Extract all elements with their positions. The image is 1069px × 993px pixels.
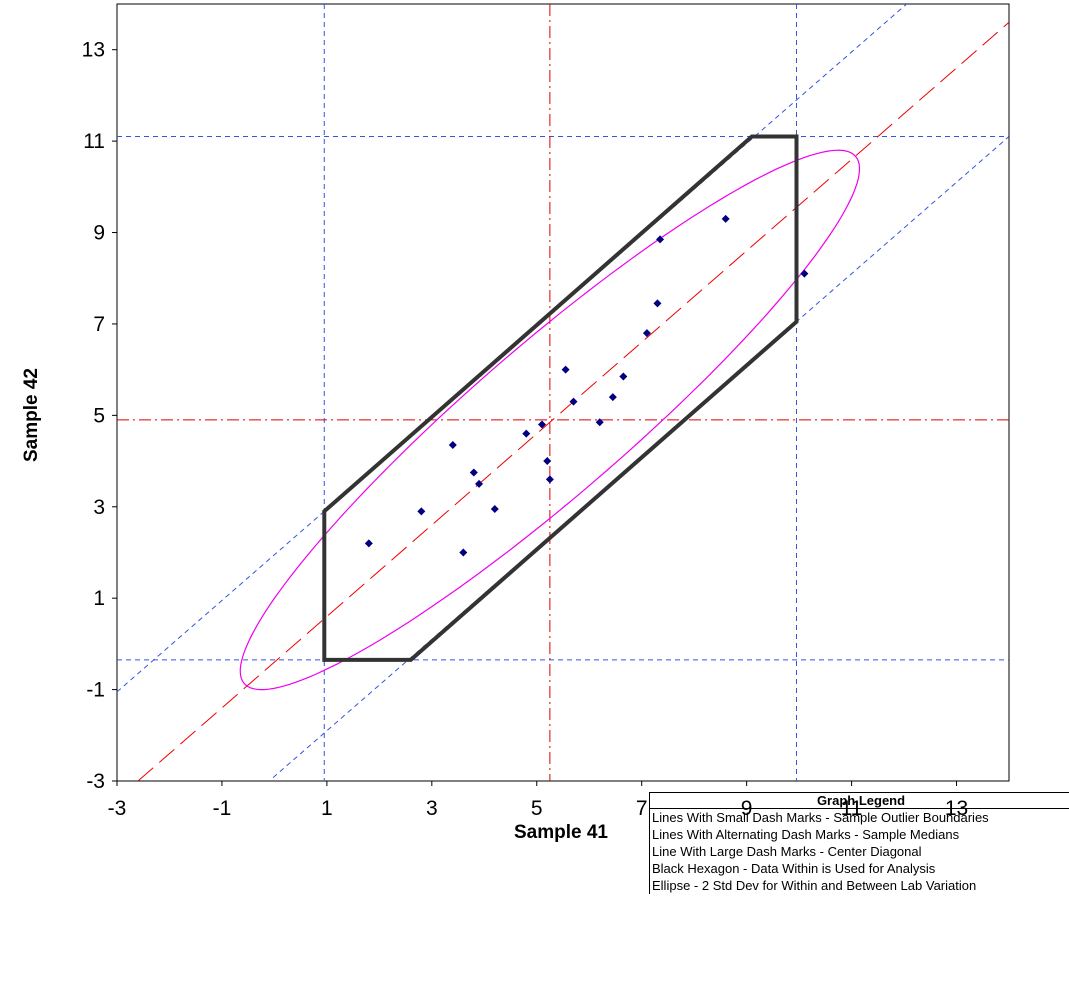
y-tick-label: 11 <box>83 130 105 153</box>
legend-title: Graph Legend <box>650 792 1069 809</box>
x-axis-title: Sample 41 <box>514 822 608 843</box>
data-point <box>538 420 547 429</box>
data-point <box>522 429 531 438</box>
data-point <box>642 329 651 338</box>
y-tick-label: -3 <box>86 770 105 793</box>
y-tick-label: -1 <box>86 679 105 702</box>
data-point <box>475 479 484 488</box>
legend-item: Ellipse - 2 Std Dev for Within and Betwe… <box>652 878 977 893</box>
y-tick-label: 7 <box>93 313 105 336</box>
y-tick-label: 5 <box>93 404 105 427</box>
x-tick-label: -3 <box>108 797 127 820</box>
analysis-hexagon <box>322 134 799 662</box>
data-point <box>543 457 552 466</box>
y-axis-title: Sample 42 <box>21 368 42 462</box>
data-point <box>459 548 468 557</box>
legend-item: Lines With Alternating Dash Marks - Samp… <box>652 827 960 842</box>
data-point <box>608 393 617 402</box>
legend-item: Lines With Small Dash Marks - Sample Out… <box>652 810 989 825</box>
data-point <box>800 269 809 278</box>
data-point <box>448 441 457 450</box>
y-tick-label: 13 <box>82 39 105 62</box>
x-tick-label: 3 <box>426 797 438 820</box>
data-point <box>364 539 373 548</box>
y-tick-label: 1 <box>93 587 105 610</box>
data-point <box>490 505 499 514</box>
data-point <box>561 365 570 374</box>
legend-item: Black Hexagon - Data Within is Used for … <box>652 861 936 876</box>
data-point <box>469 468 478 477</box>
data-point <box>569 397 578 406</box>
data-point <box>619 372 628 381</box>
outlier-boundary-diagonal-line <box>117 4 908 693</box>
data-point <box>653 299 662 308</box>
data-point <box>656 235 665 244</box>
plot-area <box>116 3 1010 782</box>
y-tick-label: 3 <box>93 496 105 519</box>
y-tick-label: 9 <box>93 222 105 245</box>
x-tick-label: -1 <box>213 797 232 820</box>
graph-legend: Graph Legend Lines With Small Dash Marks… <box>649 792 1069 894</box>
data-point <box>721 214 730 223</box>
center-diagonal-line <box>137 21 1009 781</box>
x-tick-label: 7 <box>636 797 648 820</box>
outlier-boundary-diagonal-line <box>268 136 1009 781</box>
x-tick-label: 5 <box>531 797 543 820</box>
x-tick-label: 1 <box>321 797 333 820</box>
data-point <box>595 418 604 427</box>
variation-ellipse <box>239 149 861 691</box>
data-point <box>545 475 554 484</box>
legend-item: Line With Large Dash Marks - Center Diag… <box>652 844 922 859</box>
data-point <box>417 507 426 516</box>
